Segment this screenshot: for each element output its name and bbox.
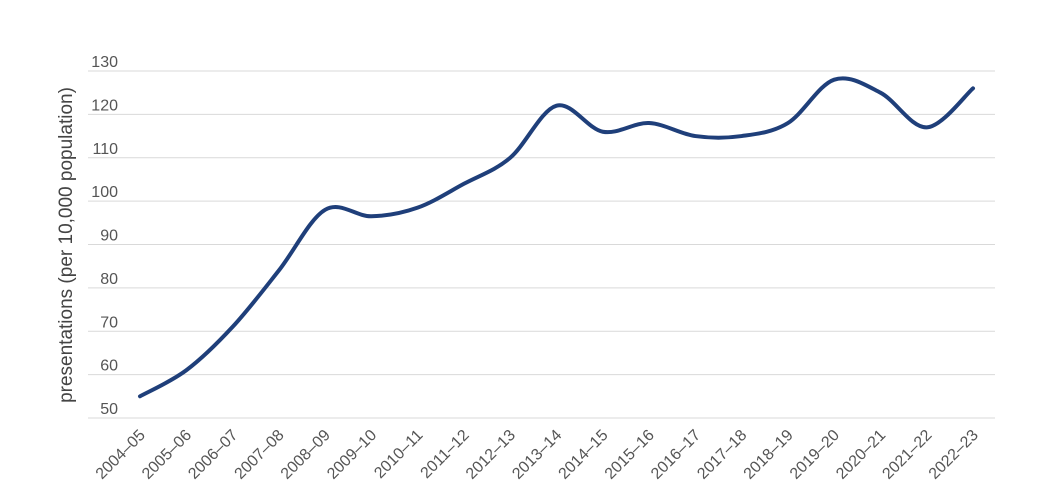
x-tick-label: 2005–06 xyxy=(139,427,195,483)
y-axis-ticks: 50 60 70 80 90 100 110 120 130 xyxy=(91,54,118,418)
x-tick-label: 2019–20 xyxy=(787,427,843,483)
x-tick-label: 2006–07 xyxy=(185,427,241,483)
y-tick-label: 90 xyxy=(100,228,118,245)
y-tick-label: 130 xyxy=(91,54,118,71)
x-tick-label: 2021–22 xyxy=(879,427,935,483)
y-tick-label: 70 xyxy=(100,314,118,331)
series-line xyxy=(138,76,975,399)
x-tick-label: 2022–23 xyxy=(926,427,982,483)
x-tick-label: 2016–17 xyxy=(648,427,704,483)
x-axis-ticks: 2004–052005–062006–072007–082008–092009–… xyxy=(93,427,982,483)
x-tick-label: 2007–08 xyxy=(232,427,288,483)
y-axis-title: presentations (per 10,000 population) xyxy=(56,87,77,403)
x-tick-label: 2013–14 xyxy=(509,427,565,483)
x-tick-label: 2004–05 xyxy=(93,427,149,483)
y-tick-label: 120 xyxy=(91,97,118,114)
gridlines xyxy=(88,70,995,419)
x-tick-label: 2020–21 xyxy=(833,427,889,483)
x-tick-label: 2017–18 xyxy=(694,427,750,483)
x-tick-label: 2010–11 xyxy=(371,427,426,482)
y-tick-label: 100 xyxy=(91,184,118,201)
series-group xyxy=(138,76,975,399)
x-tick-label: 2014–15 xyxy=(556,427,612,483)
x-tick-label: 2008–09 xyxy=(278,427,334,483)
x-tick-label: 2018–19 xyxy=(741,427,797,483)
x-tick-label: 2009–10 xyxy=(324,427,380,483)
x-tick-label: 2015–16 xyxy=(602,427,658,483)
y-tick-label: 60 xyxy=(100,358,118,375)
x-tick-label: 2012–13 xyxy=(463,427,519,483)
y-tick-label: 80 xyxy=(100,271,118,288)
y-tick-label: 50 xyxy=(100,401,118,418)
y-tick-label: 110 xyxy=(92,141,118,158)
